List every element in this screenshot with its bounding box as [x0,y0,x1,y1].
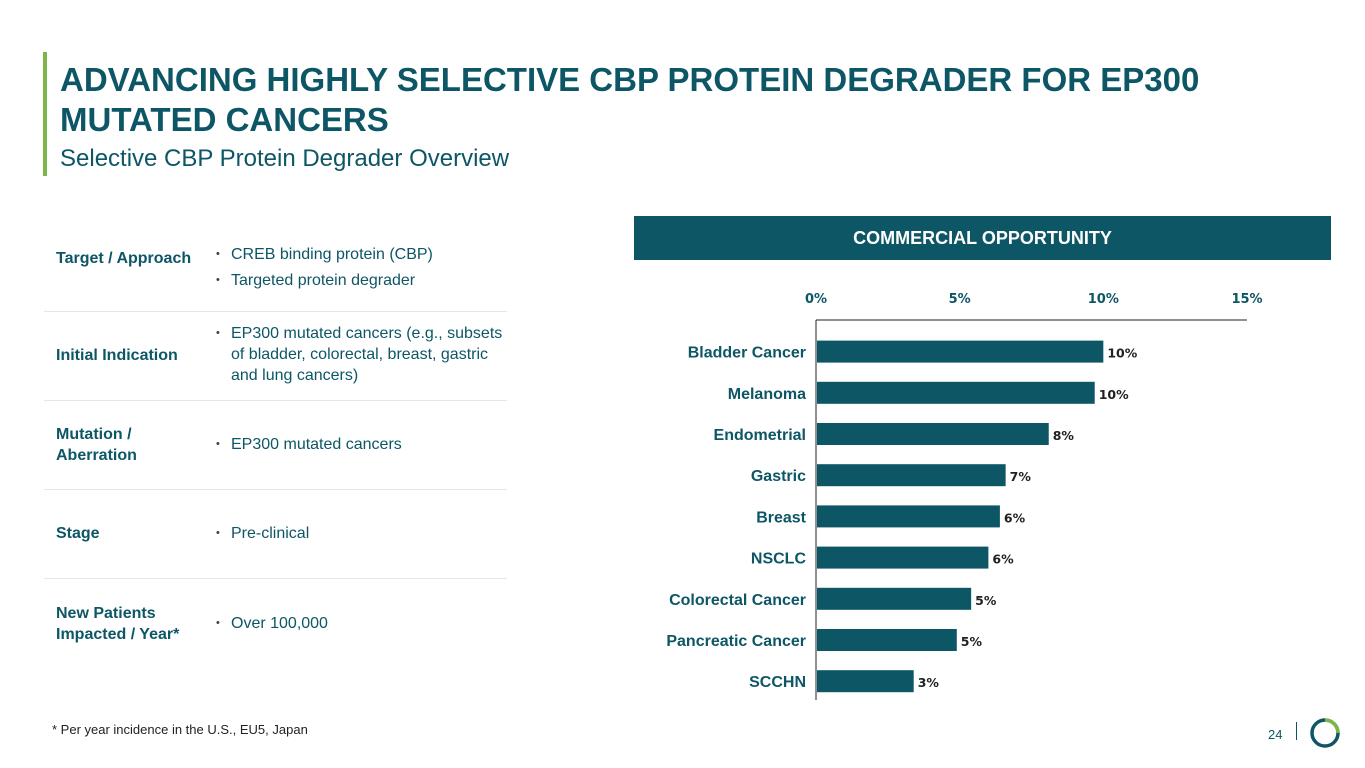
category-label: Melanoma [728,386,806,403]
row-label-patients: New Patients Impacted / Year* [56,605,180,643]
row-label-indication: Initial Indication [56,347,178,364]
data-label: 6% [1004,510,1026,525]
bar [817,587,972,610]
bullet-item: EP300 mutated cancers (e.g., subsets of … [216,323,506,386]
category-label: Pancreatic Cancer [666,633,806,650]
overview-row-stage: Stage Pre-clinical [44,490,507,579]
chart-header: COMMERCIAL OPPORTUNITY [634,216,1331,260]
bar [817,546,989,569]
page-subtitle: Selective CBP Protein Degrader Overview [60,145,510,172]
data-label: 3% [918,675,940,690]
bar [817,670,914,693]
page-number: 24 [1268,727,1283,742]
row-bullets-indication: EP300 mutated cancers (e.g., subsets of … [216,323,506,391]
x-tick-label: 0% [805,292,827,307]
company-logo-icon [1310,718,1340,748]
data-label: 7% [1010,469,1032,484]
row-bullets-patients: Over 100,000 [216,613,506,639]
data-label: 5% [975,593,997,608]
page-divider [1296,722,1297,740]
page-title: ADVANCING HIGHLY SELECTIVE CBP PROTEIN D… [60,61,1200,138]
data-label: 8% [1053,428,1075,443]
row-bullets-stage: Pre-clinical [216,523,506,549]
bar [817,340,1104,363]
bullet-item: Targeted protein degrader [216,270,506,291]
category-label: Colorectal Cancer [669,592,806,609]
overview-row-indication: Initial Indication EP300 mutated cancers… [44,312,507,401]
category-label: Breast [756,509,806,526]
title-accent-bar [43,52,47,176]
x-tick-label: 10% [1088,292,1119,307]
bar [817,464,1006,487]
data-label: 10% [1099,387,1129,402]
row-bullets-mutation: EP300 mutated cancers [216,434,506,460]
data-label: 6% [992,552,1014,567]
x-tick-label: 15% [1231,292,1262,307]
bar [817,423,1049,445]
x-tick-label: 5% [949,292,971,307]
bar [817,381,1095,404]
category-label: SCCHN [749,674,806,691]
category-label: Endometrial [714,427,806,444]
bullet-item: Over 100,000 [216,613,506,634]
bar [817,629,957,651]
row-label-stage: Stage [56,525,100,542]
bar [817,505,1000,528]
data-label: 5% [961,634,983,649]
overview-row-mutation: Mutation / Aberration EP300 mutated canc… [44,401,507,490]
row-label-mutation: Mutation / Aberration [56,426,137,464]
commercial-opportunity-chart: 0% 5% 10% 15% Bladder Cancer 10% Melanoma 10% En… [666,292,1263,700]
overview-table: Target / Approach CREB binding protein (… [44,226,507,669]
row-label-target: Target / Approach [56,250,192,267]
overview-row-target: Target / Approach CREB binding protein (… [44,226,507,312]
bullet-item: CREB binding protein (CBP) [216,244,506,265]
bullet-item: Pre-clinical [216,523,506,544]
row-bullets-target: CREB binding protein (CBP) Targeted prot… [216,244,506,296]
overview-row-patients: New Patients Impacted / Year* Over 100,0… [44,579,507,669]
data-label: 10% [1107,346,1137,361]
category-label: Bladder Cancer [688,345,806,362]
category-label: NSCLC [751,551,807,568]
footnote: * Per year incidence in the U.S., EU5, J… [52,722,308,737]
category-label: Gastric [751,468,806,485]
bullet-item: EP300 mutated cancers [216,434,506,455]
